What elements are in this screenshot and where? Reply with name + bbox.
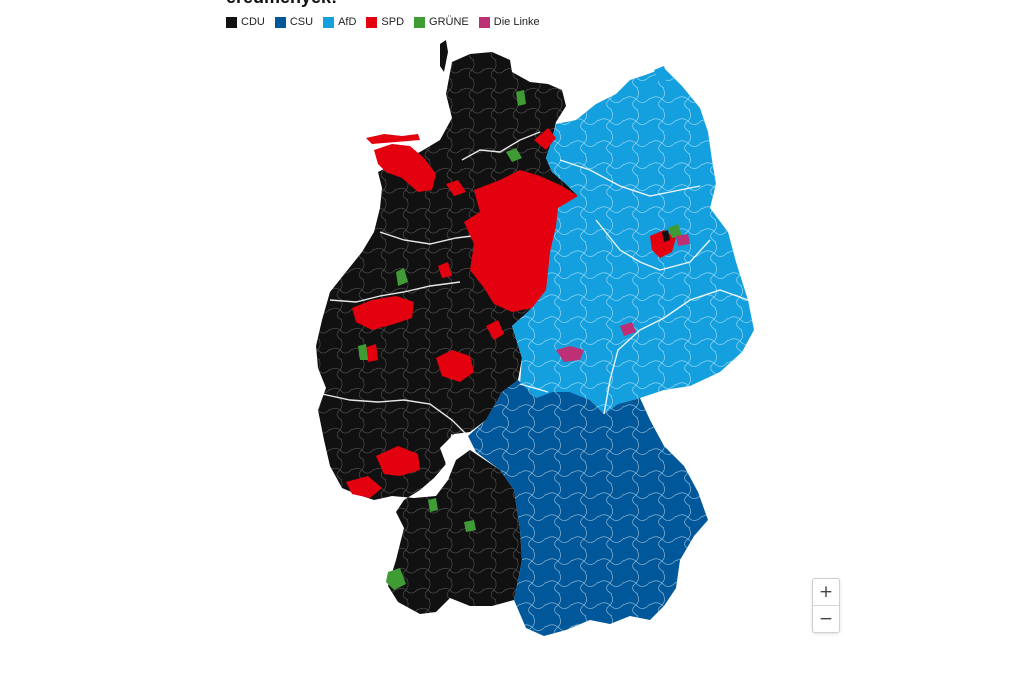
zoom-in-button[interactable]: + xyxy=(818,582,834,602)
linke-region-berlin xyxy=(676,234,690,246)
legend-label-afd: AfD xyxy=(338,16,357,28)
spd-region-lower-saxony xyxy=(464,170,578,312)
legend-label-gruene: GRÜNE xyxy=(429,16,469,28)
gruene-region-karlsruhe xyxy=(428,498,438,512)
spd-region-hamburg-east xyxy=(534,128,556,150)
spd-region-ostfriesland xyxy=(374,144,436,192)
legend-swatch-spd xyxy=(366,16,378,28)
legend-swatch-csu xyxy=(274,16,286,28)
linke-regions[interactable] xyxy=(556,234,690,362)
gruene-region-stuttgart xyxy=(464,520,476,532)
legend-swatch-linke xyxy=(478,16,490,28)
spd-region-berlin xyxy=(650,230,676,258)
linke-region-leipzig xyxy=(620,322,636,336)
gruene-regions[interactable] xyxy=(358,90,682,590)
zoom-out-button[interactable]: − xyxy=(813,605,839,632)
gruene-region-muenster xyxy=(396,268,408,286)
legend-swatch-cdu xyxy=(226,16,237,28)
zoom-controls: + − xyxy=(812,578,840,633)
spd-regions[interactable] xyxy=(346,128,676,498)
gruene-region-freiburg xyxy=(386,568,406,590)
legend-label-linke: Die Linke xyxy=(493,16,540,28)
spd-region-kassel xyxy=(486,320,504,340)
legend-label-spd: SPD xyxy=(381,16,405,28)
cdu-region-berlin[interactable] xyxy=(662,230,670,242)
legend-label-cdu: CDU xyxy=(241,16,265,28)
spd-region-islands xyxy=(366,134,420,144)
spd-region-palatinate xyxy=(376,446,420,476)
legend-item-csu: CSU xyxy=(274,16,314,28)
legend-item-afd: AfD xyxy=(323,16,356,28)
gruene-region-kiel xyxy=(516,90,526,106)
spd-region-ruhr xyxy=(352,296,414,330)
legend-label-csu: CSU xyxy=(289,16,314,28)
linke-region-erfurt xyxy=(556,346,584,362)
map-title: eredmények: xyxy=(226,0,337,8)
island-east-coast xyxy=(654,66,668,84)
districts-afd-east xyxy=(512,68,754,414)
legend-swatch-gruene xyxy=(414,16,426,28)
gruene-region-berlin xyxy=(668,224,682,238)
spd-region-bremerhaven xyxy=(446,180,466,196)
legend-item-gruene: GRÜNE xyxy=(414,16,469,28)
spd-region-saarland xyxy=(346,476,382,498)
legend-item-spd: SPD xyxy=(366,16,404,28)
spd-region-hesse xyxy=(436,350,474,382)
legend-swatch-afd xyxy=(323,16,335,28)
legend-item-cdu: CDU xyxy=(226,16,265,28)
districts-csu-bavaria xyxy=(468,380,708,636)
legend: CDU CSU AfD SPD GRÜNE Die Linke xyxy=(226,16,550,28)
legend-item-linke: Die Linke xyxy=(478,16,540,28)
spd-region-north-small xyxy=(438,262,452,278)
gruene-region-cologne xyxy=(358,344,368,360)
island-north xyxy=(440,40,448,72)
state-borders xyxy=(321,131,749,481)
gruene-region-hamburg xyxy=(506,148,522,162)
